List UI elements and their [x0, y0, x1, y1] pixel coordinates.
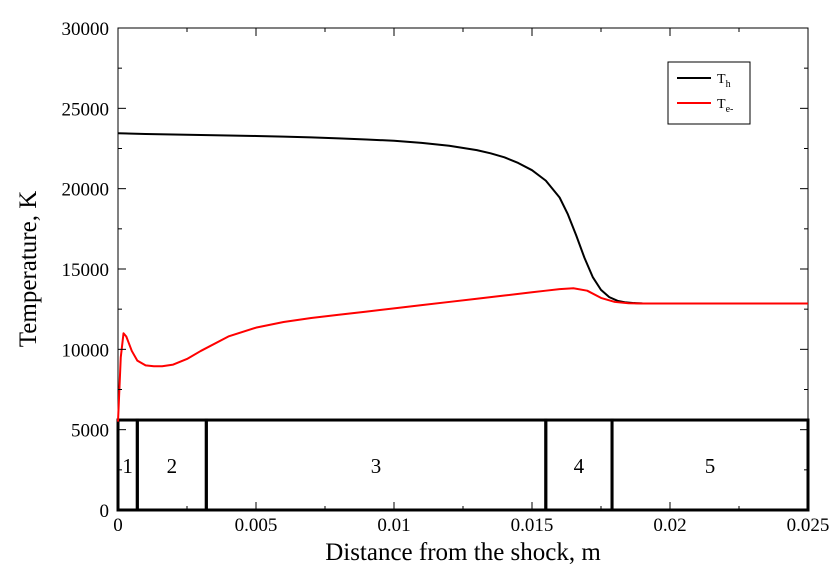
region-label-1: 1	[122, 454, 133, 478]
series-lines	[117, 132, 808, 422]
series-line-te	[117, 287, 808, 422]
x-tick-label: 0.01	[377, 515, 410, 536]
y-tick-label: 25000	[62, 99, 110, 120]
y-tick-label: 10000	[62, 340, 110, 361]
x-axis-ticks: 0 0.005 0.01 0.015 0.02 0.025	[113, 28, 829, 536]
region-box-5	[610, 418, 810, 512]
legend-label-te: Te-	[717, 97, 733, 115]
region-boxes: 1 2 3 4 5	[116, 418, 810, 512]
y-tick-label: 0	[100, 501, 110, 522]
x-tick-label: 0.02	[653, 515, 686, 536]
x-axis-title: Distance from the shock, m	[325, 539, 601, 566]
region-label-2: 2	[167, 454, 178, 478]
x-tick-label: 0.025	[787, 515, 830, 536]
series-line-th	[117, 132, 808, 305]
legend-label-th: Th	[717, 72, 731, 90]
y-axis-title: Temperature, K	[15, 191, 42, 348]
legend: Th Te-	[667, 61, 751, 125]
region-label-3: 3	[371, 454, 382, 478]
x-tick-label: 0	[113, 515, 123, 536]
y-tick-label: 20000	[62, 180, 110, 201]
x-tick-label: 0.005	[235, 515, 278, 536]
region-label-5: 5	[705, 454, 716, 478]
region-label-4: 4	[574, 454, 585, 478]
y-tick-label: 5000	[71, 421, 109, 442]
y-axis-ticks: 0 5000 10000 15000 20000 25000 30000	[62, 19, 808, 522]
legend-box	[667, 61, 751, 125]
x-tick-label: 0.015	[511, 515, 554, 536]
y-tick-label: 15000	[62, 260, 110, 281]
y-tick-label: 30000	[62, 19, 110, 40]
